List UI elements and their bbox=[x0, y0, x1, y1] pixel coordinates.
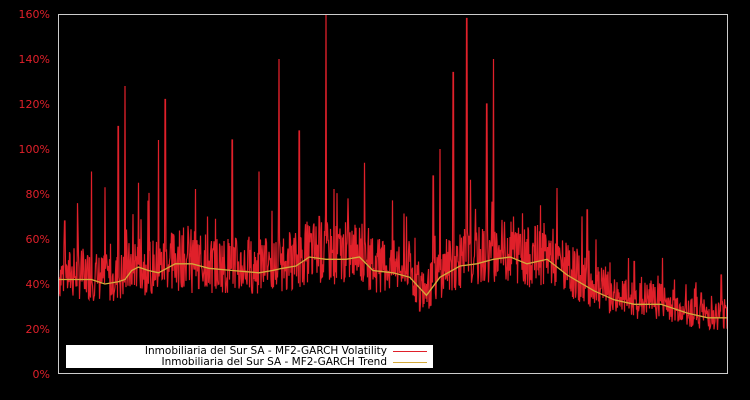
plot-frame bbox=[58, 14, 728, 374]
y-tick-label: 20% bbox=[25, 323, 50, 336]
legend-label: Inmobiliaria del Sur SA - MF2-GARCH Vola… bbox=[144, 345, 387, 357]
legend-item-volatility: Inmobiliaria del Sur SA - MF2-GARCH Vola… bbox=[145, 346, 433, 357]
y-tick-label: 140% bbox=[18, 53, 50, 66]
y-tick-label: 160% bbox=[18, 8, 50, 21]
y-tick-label: 40% bbox=[25, 278, 50, 291]
y-tick-label: 80% bbox=[25, 188, 50, 201]
volatility-series-line bbox=[58, 14, 728, 331]
legend-label: Inmobiliaria del Sur SA - MF2-GARCH Tren… bbox=[161, 356, 387, 368]
legend-swatch-gold bbox=[393, 362, 427, 363]
y-tick-label: 100% bbox=[18, 143, 50, 156]
y-tick-label: 60% bbox=[25, 233, 50, 246]
legend-item-trend: Inmobiliaria del Sur SA - MF2-GARCH Tren… bbox=[162, 357, 433, 368]
trend-series-line bbox=[58, 256, 728, 319]
y-tick-label: 0% bbox=[32, 368, 50, 381]
legend-swatch-red bbox=[393, 351, 427, 352]
chart-legend: Inmobiliaria del Sur SA - MF2-GARCH Vola… bbox=[66, 345, 433, 368]
y-tick-label: 120% bbox=[18, 98, 50, 111]
